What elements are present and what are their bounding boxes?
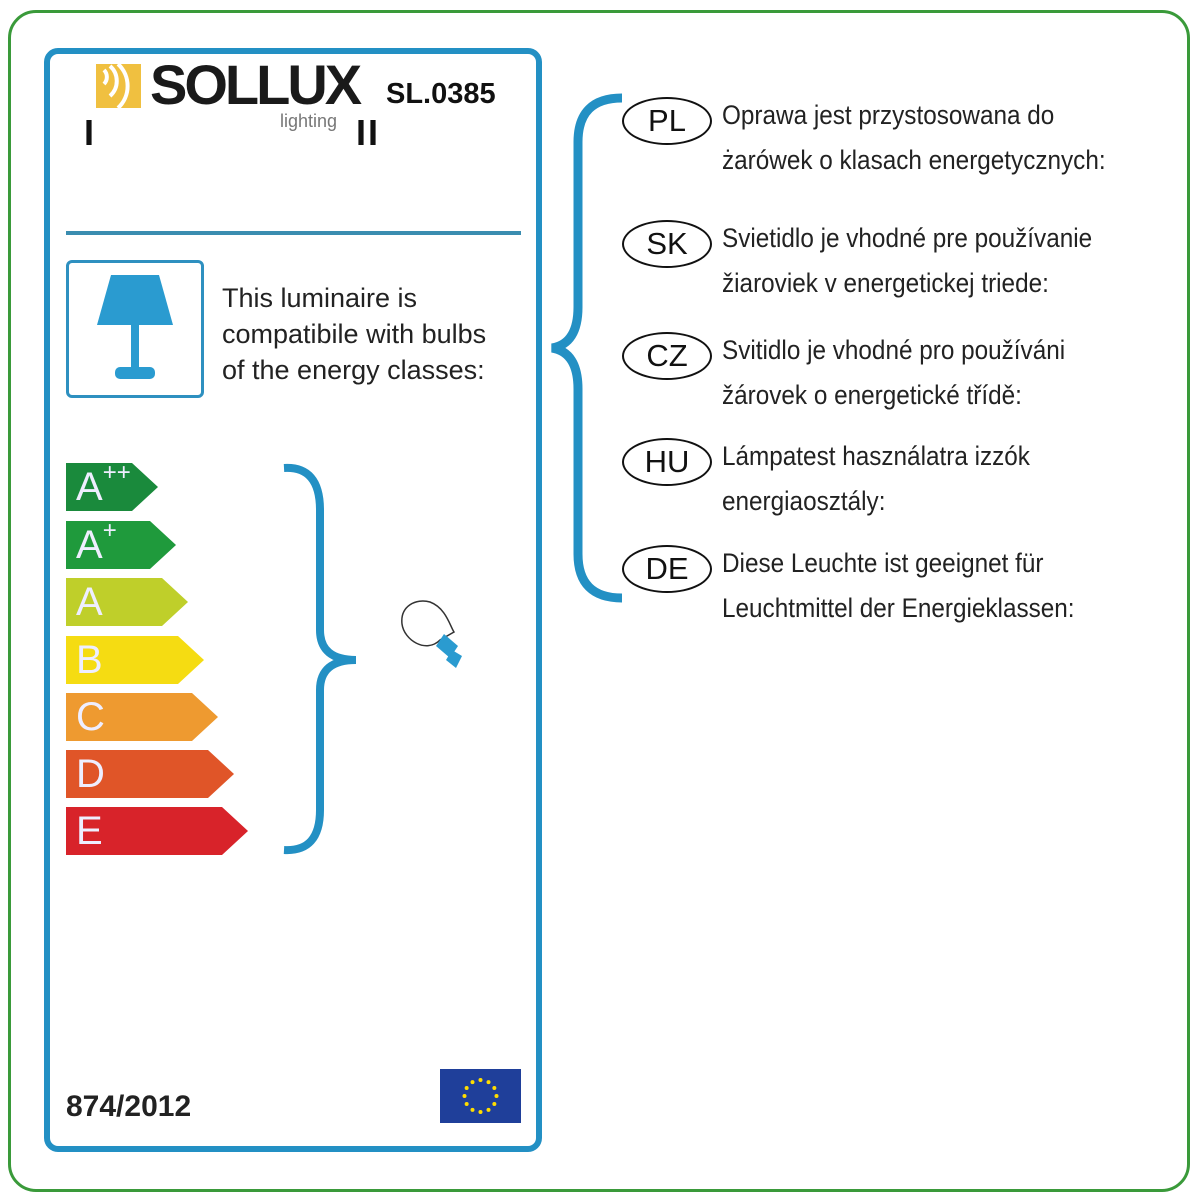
roman-right: II xyxy=(356,112,381,153)
star-icon xyxy=(464,1102,469,1106)
compat-line: compatibile with bulbs xyxy=(222,319,487,349)
star-icon xyxy=(486,1107,491,1112)
model-number: SL.0385 xyxy=(386,78,496,110)
star-icon xyxy=(478,1078,483,1082)
brand-subtitle: lighting xyxy=(280,111,338,131)
energy-class-bar: E xyxy=(66,807,248,855)
lamp-box xyxy=(66,260,204,398)
star-icon xyxy=(470,1107,475,1112)
language-text: Oprawa jest przystosowana do żarówek o kl… xyxy=(722,93,1106,183)
language-code-pl: PL xyxy=(622,97,712,145)
star-icon xyxy=(486,1080,491,1085)
energy-class-bar: A+ xyxy=(66,521,176,569)
energy-class-label: A xyxy=(76,580,103,624)
energy-class-label: A++ xyxy=(76,459,131,509)
language-line: energiaosztály: xyxy=(722,486,886,516)
language-code-hu: HU xyxy=(622,438,712,486)
compat-line: of the energy classes: xyxy=(222,355,485,385)
language-code-cz: CZ xyxy=(622,332,712,380)
star-icon xyxy=(492,1086,497,1090)
language-line: Lámpatest használatra izzók xyxy=(722,441,1030,471)
sollux-logo-icon xyxy=(96,62,141,110)
energy-class-label: D xyxy=(76,752,105,796)
language-line: žiaroviek v energetickej triede: xyxy=(722,268,1049,298)
language-text: Svitidlo je vhodné pro používáni žárovek … xyxy=(722,328,1065,418)
brand-name: SOLLUX xyxy=(150,53,362,116)
language-text: Lámpatest használatra izzók energiaosztál… xyxy=(722,434,1030,524)
energy-class-label: E xyxy=(76,809,103,853)
energy-class-bar: A xyxy=(66,578,188,626)
language-text: Svietidlo je vhodné pre používanie žiarov… xyxy=(722,216,1092,306)
compat-text: This luminaire is compatibile with bulbs… xyxy=(222,280,486,388)
language-line: Diese Leuchte ist geeignet für xyxy=(722,548,1044,578)
star-icon xyxy=(492,1102,497,1106)
language-line: žárovek o energetické třídě: xyxy=(722,380,1022,410)
outer-border xyxy=(8,10,1190,1192)
brace-icon xyxy=(550,93,623,603)
star-icon xyxy=(494,1094,499,1098)
divider xyxy=(66,231,521,235)
language-code-sk: SK xyxy=(622,220,712,268)
language-line: Leuchtmittel der Energieklassen: xyxy=(722,593,1075,623)
energy-class-label: B xyxy=(76,638,103,682)
lamp-icon xyxy=(97,275,173,379)
star-icon xyxy=(478,1110,483,1114)
star-icon xyxy=(462,1094,467,1098)
language-code-de: DE xyxy=(622,545,712,593)
energy-class-label: A+ xyxy=(76,517,117,567)
language-text: Diese Leuchte ist geeignet für Leuchtmitt… xyxy=(722,541,1075,631)
star-icon xyxy=(470,1080,475,1085)
star-icon xyxy=(464,1086,469,1090)
eu-flag-icon xyxy=(440,1069,521,1123)
language-line: Svietidlo je vhodné pre používanie xyxy=(722,223,1093,253)
compat-line: This luminaire is xyxy=(222,283,418,313)
regulation-number: 874/2012 xyxy=(66,1090,192,1123)
label-panel xyxy=(44,48,542,1152)
energy-class-bar: C xyxy=(66,693,218,741)
energy-class-bar: B xyxy=(66,636,204,684)
bulb-icon xyxy=(401,600,462,668)
energy-class-label: C xyxy=(76,695,105,739)
language-line: Oprawa jest przystosowana do xyxy=(722,100,1055,130)
energy-class-bar: D xyxy=(66,750,234,798)
language-line: żarówek o klasach energetycznych: xyxy=(722,145,1106,175)
language-line: Svitidlo je vhodné pro používáni xyxy=(722,335,1066,365)
roman-left: I xyxy=(84,112,95,153)
brace-icon xyxy=(283,463,357,855)
